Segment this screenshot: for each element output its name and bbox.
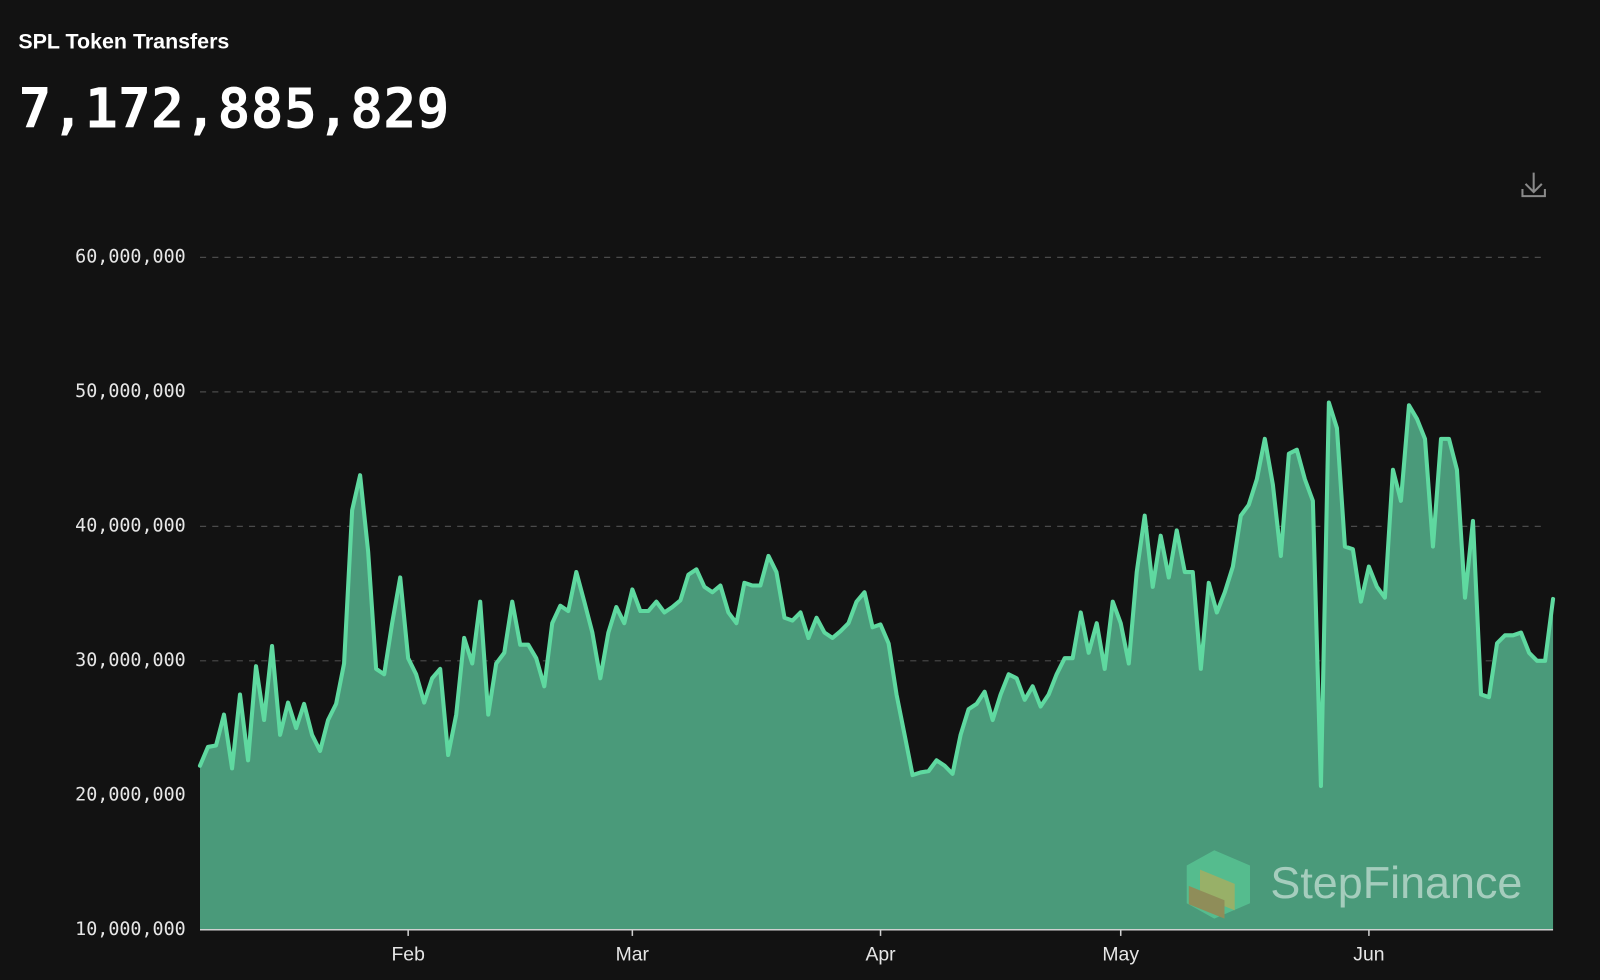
y-tick-label: 10,000,000 — [75, 919, 186, 940]
y-tick-label: 50,000,000 — [75, 381, 186, 402]
area-fill — [200, 402, 1554, 930]
logo-step — [1188, 885, 1225, 919]
x-tick-label: Mar — [616, 943, 650, 965]
y-tick-label: 40,000,000 — [75, 515, 186, 536]
watermark-text: StepFinance — [1270, 857, 1522, 908]
y-tick-label: 30,000,000 — [75, 650, 186, 671]
area-line — [197, 400, 1556, 788]
x-tick-label: Feb — [391, 943, 424, 965]
total-value: 7,172,885,829 — [18, 77, 449, 141]
x-tick-label: May — [1102, 943, 1139, 965]
chart-title: SPL Token Transfers — [18, 30, 229, 54]
logo-step — [1200, 869, 1235, 911]
y-tick-label: 60,000,000 — [75, 246, 186, 267]
y-tick-label: 20,000,000 — [75, 784, 186, 805]
download-tray — [1521, 188, 1546, 198]
watermark-logo — [1186, 850, 1250, 919]
plot-area: 10,000,000 20,000,000 30,000,000 40,000,000… — [75, 246, 1556, 965]
x-tick-label: Apr — [865, 943, 896, 965]
download-icon[interactable] — [1521, 172, 1546, 198]
download-arrow — [1524, 172, 1543, 194]
x-tick-label: Jun — [1353, 943, 1384, 965]
